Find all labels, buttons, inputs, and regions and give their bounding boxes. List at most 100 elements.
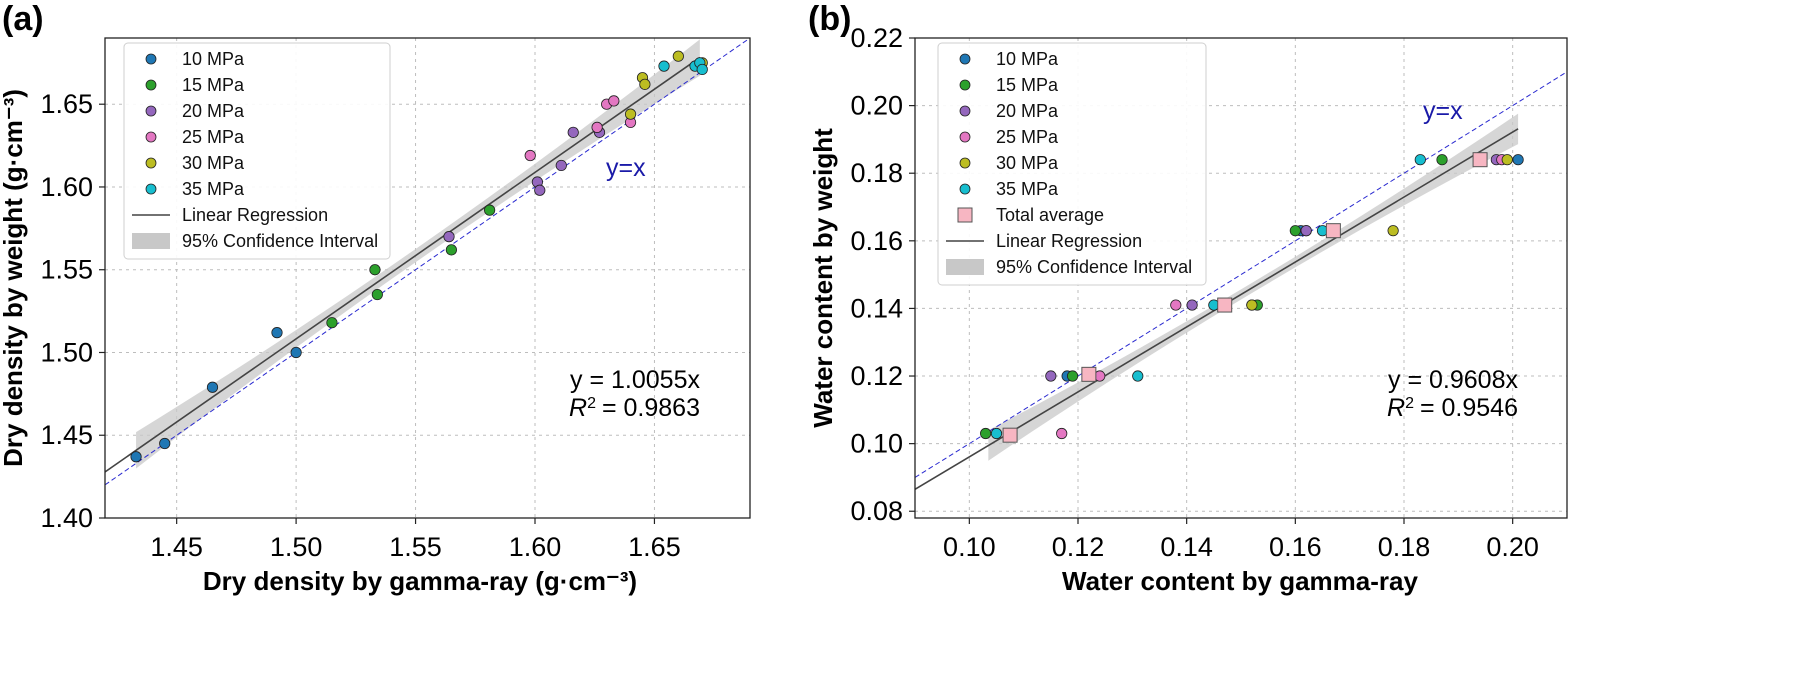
- legend-label-ci: 95% Confidence Interval: [996, 257, 1192, 277]
- average-point: [1217, 297, 1233, 313]
- data-point: [696, 63, 708, 76]
- panel-b-points: [980, 152, 1524, 443]
- data-point: [1170, 299, 1182, 311]
- y-tick-label: 0.16: [850, 226, 903, 256]
- data-point: [524, 149, 536, 162]
- x-tick-label: 0.16: [1269, 532, 1322, 562]
- legend-box: [937, 42, 1207, 286]
- legend-label: 35 MPa: [182, 179, 245, 199]
- legend-marker: [145, 131, 157, 143]
- legend-label: 25 MPa: [182, 127, 245, 147]
- data-point: [130, 451, 142, 463]
- legend-marker-average: [957, 207, 973, 223]
- data-point: [371, 288, 383, 301]
- panel-a-points: [130, 50, 708, 463]
- data-point: [271, 327, 283, 339]
- panel-b-identity-label: y=x: [1423, 97, 1463, 125]
- data-point: [290, 346, 302, 359]
- legend-label: 15 MPa: [996, 75, 1059, 95]
- panel-a-x-axis-label: Dry density by gamma-ray (g·cm⁻³): [203, 566, 637, 596]
- legend-label: 35 MPa: [996, 179, 1059, 199]
- legend-marker: [959, 79, 971, 91]
- legend-marker: [145, 105, 157, 117]
- y-tick-label: 0.12: [850, 361, 903, 391]
- legend-ci-swatch: [946, 259, 984, 275]
- x-tick-label: 1.50: [270, 532, 323, 562]
- y-tick-label: 0.08: [850, 496, 903, 526]
- legend-ci-swatch: [132, 233, 170, 249]
- x-tick-label: 0.12: [1052, 532, 1105, 562]
- data-point: [206, 381, 219, 393]
- average-point: [1472, 152, 1488, 168]
- panel-a-r2-exponent: 2: [587, 395, 596, 412]
- panel-b-equation: y = 0.9608x: [1388, 366, 1518, 394]
- average-point: [1081, 366, 1097, 382]
- panel-b-chart: (b) 0.10 0.12 0.14 0.16 0.18 0.20 0.08 0.10 0.12…: [808, 0, 1568, 596]
- data-point: [1045, 370, 1057, 382]
- data-point: [567, 126, 579, 138]
- data-point: [484, 204, 496, 216]
- panel-a-equation: y = 1.0055x: [570, 366, 700, 394]
- legend-label-regression: Linear Regression: [182, 205, 328, 225]
- legend-marker: [145, 53, 157, 65]
- x-tick-label: 0.18: [1378, 532, 1431, 562]
- panel-b-x-axis-label: Water content by gamma-ray: [1062, 566, 1418, 596]
- panel-a-chart: (a) 1.45 1.50 1.55 1.60 1.65 1.40 1.45 1.50 1.55…: [0, 0, 751, 596]
- legend-label: 20 MPa: [182, 101, 245, 121]
- identity-line: [105, 38, 750, 486]
- legend-marker: [959, 131, 971, 143]
- data-point: [1056, 427, 1068, 440]
- x-tick-label: 1.55: [389, 532, 442, 562]
- y-tick-label: 0.18: [850, 158, 903, 188]
- legend-marker: [145, 157, 157, 169]
- legend-box: [123, 42, 391, 260]
- data-point: [1132, 370, 1144, 382]
- legend-label: 10 MPa: [996, 49, 1059, 69]
- data-point: [555, 159, 567, 172]
- legend-label: 15 MPa: [182, 75, 245, 95]
- y-tick-label: 1.65: [40, 89, 93, 119]
- legend-label: 30 MPa: [182, 153, 245, 173]
- y-tick-label: 0.20: [850, 91, 903, 121]
- data-point: [980, 427, 992, 440]
- x-tick-label: 0.14: [1160, 532, 1213, 562]
- panel-b-r2-exponent: 2: [1405, 395, 1414, 412]
- data-point: [672, 50, 684, 62]
- panel-b-ticks: 0.10 0.12 0.14 0.16 0.18 0.20 0.08 0.10 0.12 0.14…: [850, 23, 1539, 562]
- legend-label-ci: 95% Confidence Interval: [182, 231, 378, 251]
- x-tick-label: 1.45: [150, 532, 203, 562]
- x-tick-label: 1.60: [509, 532, 562, 562]
- data-point: [624, 108, 637, 120]
- data-point: [1501, 154, 1513, 166]
- data-point: [658, 60, 670, 72]
- data-point: [1436, 154, 1448, 166]
- y-tick-label: 1.45: [40, 420, 93, 450]
- y-tick-label: 1.40: [40, 503, 93, 533]
- data-point: [443, 231, 455, 243]
- data-point: [1414, 154, 1426, 166]
- y-tick-label: 0.14: [850, 293, 903, 323]
- panel-a-ticks: 1.45 1.50 1.55 1.60 1.65 1.40 1.45 1.50 1.55 1.60…: [40, 89, 680, 562]
- legend-label-regression: Linear Regression: [996, 231, 1142, 251]
- panel-a-r2-symbol: R: [569, 394, 587, 422]
- data-point: [1066, 370, 1079, 382]
- data-point: [1300, 225, 1312, 237]
- legend-label: Total average: [996, 205, 1104, 225]
- average-point: [1002, 427, 1018, 443]
- legend-marker: [145, 183, 157, 195]
- panel-b-r-squared: R2 = 0.9546: [1387, 394, 1518, 422]
- legend-label: 20 MPa: [996, 101, 1059, 121]
- data-point: [591, 121, 603, 133]
- panel-a-r2-value: = 0.9863: [602, 394, 700, 422]
- legend-marker: [145, 79, 157, 91]
- x-tick-label: 0.10: [943, 532, 996, 562]
- x-tick-label: 1.65: [628, 532, 681, 562]
- legend-marker: [959, 157, 971, 169]
- panel-a-y-axis-label: Dry density by weight (g·cm⁻³): [0, 89, 28, 467]
- data-point: [159, 437, 171, 450]
- data-point: [369, 264, 381, 276]
- data-point: [445, 244, 457, 256]
- panel-b-label: (b): [808, 0, 851, 38]
- average-point: [1325, 223, 1341, 239]
